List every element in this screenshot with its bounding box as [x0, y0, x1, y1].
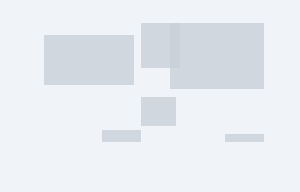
Bar	[170, 23, 263, 89]
Bar	[225, 134, 263, 142]
Bar	[102, 130, 141, 142]
Bar	[141, 11, 180, 68]
Bar	[44, 35, 134, 85]
Bar	[141, 97, 176, 126]
